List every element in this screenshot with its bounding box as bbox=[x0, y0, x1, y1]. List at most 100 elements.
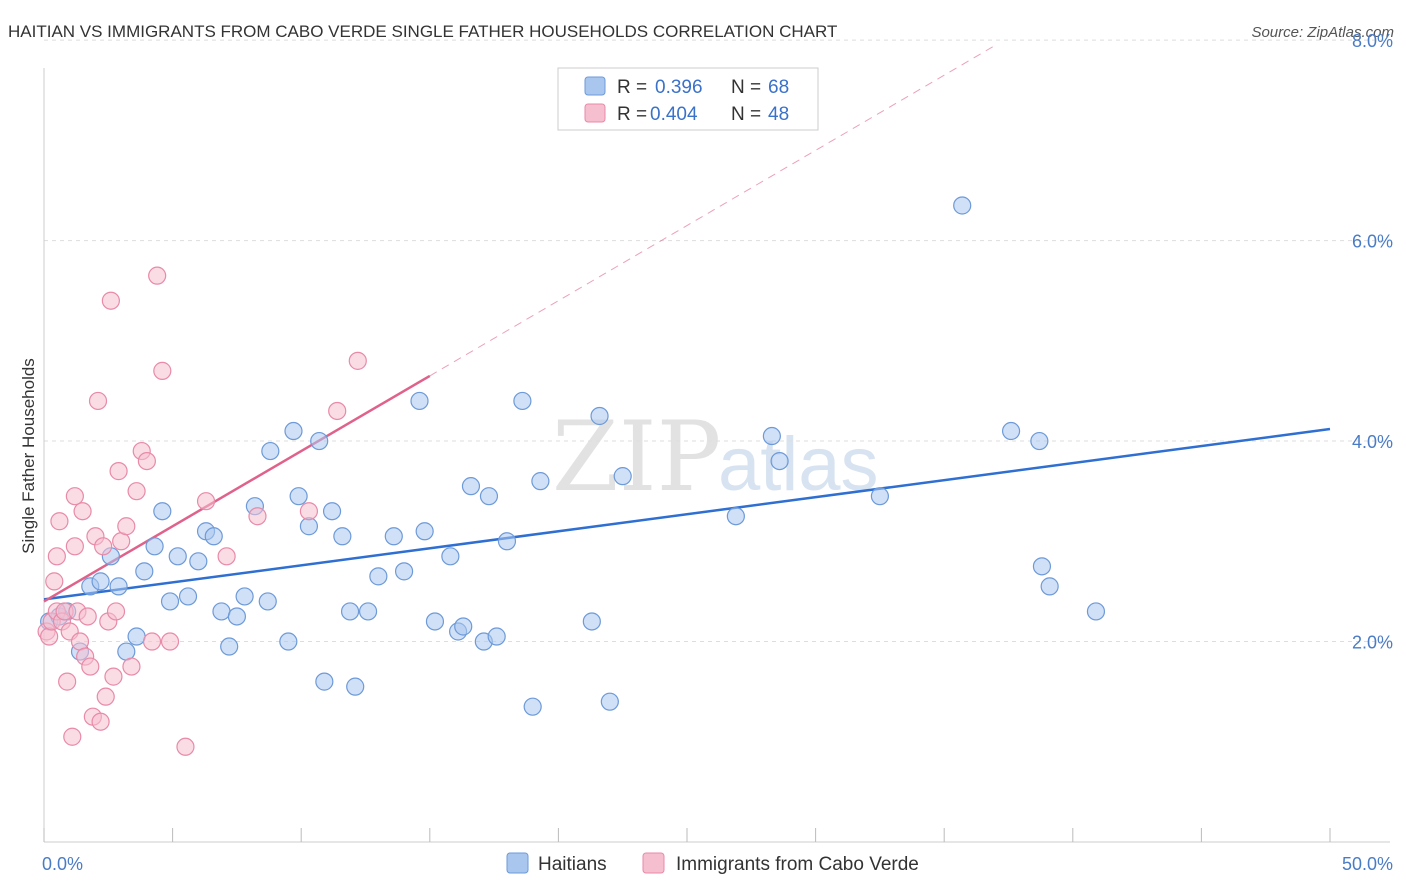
caboverde-point bbox=[176, 737, 195, 756]
haitian-point bbox=[454, 617, 473, 636]
haitian-point bbox=[369, 567, 388, 586]
data-points bbox=[37, 196, 1106, 756]
chart-source: Source: ZipAtlas.com bbox=[1251, 24, 1394, 41]
y-tick-label: 6.0% bbox=[1352, 232, 1393, 252]
caboverde-point bbox=[127, 482, 146, 501]
legend-r-value-haitians: 0.396 bbox=[655, 77, 703, 98]
haitian-point bbox=[135, 562, 154, 581]
haitian-point bbox=[870, 487, 890, 506]
haitian-point bbox=[358, 602, 378, 621]
caboverde-point bbox=[122, 657, 141, 676]
grid-lines bbox=[44, 39, 1390, 643]
haitian-point bbox=[600, 692, 619, 711]
legend-bottom: Haitians Immigrants from Cabo Verde bbox=[506, 852, 919, 875]
caboverde-point bbox=[40, 627, 59, 646]
haitian-point bbox=[289, 487, 308, 506]
haitian-point bbox=[153, 502, 172, 521]
haitian-point bbox=[178, 587, 198, 606]
y-tick-label: 4.0% bbox=[1352, 432, 1393, 452]
haitian-point bbox=[770, 451, 789, 471]
legend-bottom-caboverde-label: Immigrants from Cabo Verde bbox=[676, 854, 919, 875]
caboverde-point bbox=[106, 602, 126, 621]
legend-r-label-haitians: R = bbox=[617, 77, 647, 98]
haitian-point bbox=[261, 441, 280, 461]
haitian-point bbox=[582, 612, 601, 631]
y-tick-label: 2.0% bbox=[1352, 633, 1393, 653]
y-axis-label: Single Father Households bbox=[19, 358, 38, 554]
haitian-point bbox=[168, 547, 187, 566]
haitian-point bbox=[523, 697, 542, 716]
haitian-point bbox=[487, 627, 506, 646]
haitian-point bbox=[590, 406, 609, 426]
haitian-point bbox=[145, 537, 164, 556]
watermark-atlas: atlas bbox=[718, 422, 879, 507]
caboverde-point bbox=[47, 547, 66, 566]
haitian-point bbox=[204, 527, 223, 546]
caboverde-point bbox=[63, 727, 82, 746]
haitian-point bbox=[310, 431, 329, 451]
caboverde-point bbox=[328, 401, 347, 421]
x-tick-label-max: 50.0% bbox=[1342, 854, 1393, 874]
trendline-caboverde-extension bbox=[429, 44, 996, 377]
legend-top: R = 0.396 N = 68 R = 0.404 N = 48 bbox=[557, 67, 819, 131]
haitian-point bbox=[91, 572, 110, 591]
legend-bottom-haitians-swatch bbox=[506, 852, 529, 874]
y-tick-label: 8.0% bbox=[1352, 31, 1393, 51]
haitian-point bbox=[441, 547, 460, 566]
haitian-point bbox=[284, 421, 303, 441]
caboverde-point bbox=[70, 632, 90, 651]
haitian-point bbox=[1086, 602, 1106, 621]
haitian-point bbox=[346, 677, 365, 696]
chart-title: HAITIAN VS IMMIGRANTS FROM CABO VERDE SI… bbox=[8, 22, 838, 41]
haitian-point bbox=[613, 467, 632, 486]
caboverde-point bbox=[299, 502, 319, 521]
haitian-point bbox=[333, 527, 352, 546]
caboverde-point bbox=[160, 632, 180, 651]
legend-n-value-caboverde: 48 bbox=[768, 104, 789, 125]
trendline-haitians bbox=[43, 427, 1331, 601]
haitian-point bbox=[1032, 557, 1052, 576]
haitian-point bbox=[127, 627, 146, 646]
caboverde-point bbox=[101, 291, 120, 310]
haitian-point bbox=[220, 637, 239, 656]
caboverde-point bbox=[81, 657, 100, 676]
legend-bottom-caboverde-swatch bbox=[642, 852, 665, 874]
caboverde-point bbox=[50, 512, 69, 531]
caboverde-point bbox=[94, 537, 113, 556]
caboverde-point bbox=[117, 517, 136, 536]
haitian-point bbox=[394, 562, 414, 581]
caboverde-point bbox=[96, 687, 115, 706]
haitian-point bbox=[212, 602, 231, 621]
caboverde-point bbox=[45, 572, 64, 591]
caboverde-point bbox=[88, 391, 108, 411]
legend-n-value-haitians: 68 bbox=[768, 77, 789, 98]
caboverde-point bbox=[109, 462, 128, 481]
legend-n-label-caboverde: N = bbox=[731, 104, 761, 125]
haitian-point bbox=[384, 527, 403, 546]
caboverde-point bbox=[217, 547, 236, 566]
haitian-point bbox=[315, 672, 334, 691]
haitian-point bbox=[410, 391, 429, 411]
trendline-caboverde bbox=[43, 374, 431, 603]
x-tick-label-min: 0.0% bbox=[42, 854, 83, 874]
caboverde-point bbox=[65, 537, 84, 556]
haitian-point bbox=[235, 587, 254, 606]
caboverde-point bbox=[248, 507, 267, 526]
haitian-point bbox=[279, 632, 298, 651]
haitian-point bbox=[1040, 577, 1059, 596]
caboverde-point bbox=[148, 266, 167, 285]
haitian-point bbox=[953, 196, 972, 215]
haitian-point bbox=[479, 487, 499, 506]
caboverde-point bbox=[58, 672, 77, 691]
caboverde-point bbox=[348, 351, 367, 370]
watermark: ZIP atlas bbox=[552, 401, 879, 513]
haitian-point bbox=[189, 552, 208, 571]
haitian-point bbox=[531, 472, 550, 491]
haitian-point bbox=[461, 477, 481, 496]
haitian-point bbox=[160, 592, 180, 611]
legend-bottom-haitians-label: Haitians bbox=[538, 854, 607, 875]
legend-n-label-haitians: N = bbox=[731, 77, 761, 98]
haitian-point bbox=[513, 391, 532, 411]
haitian-point bbox=[726, 507, 745, 526]
caboverde-point bbox=[91, 712, 110, 731]
